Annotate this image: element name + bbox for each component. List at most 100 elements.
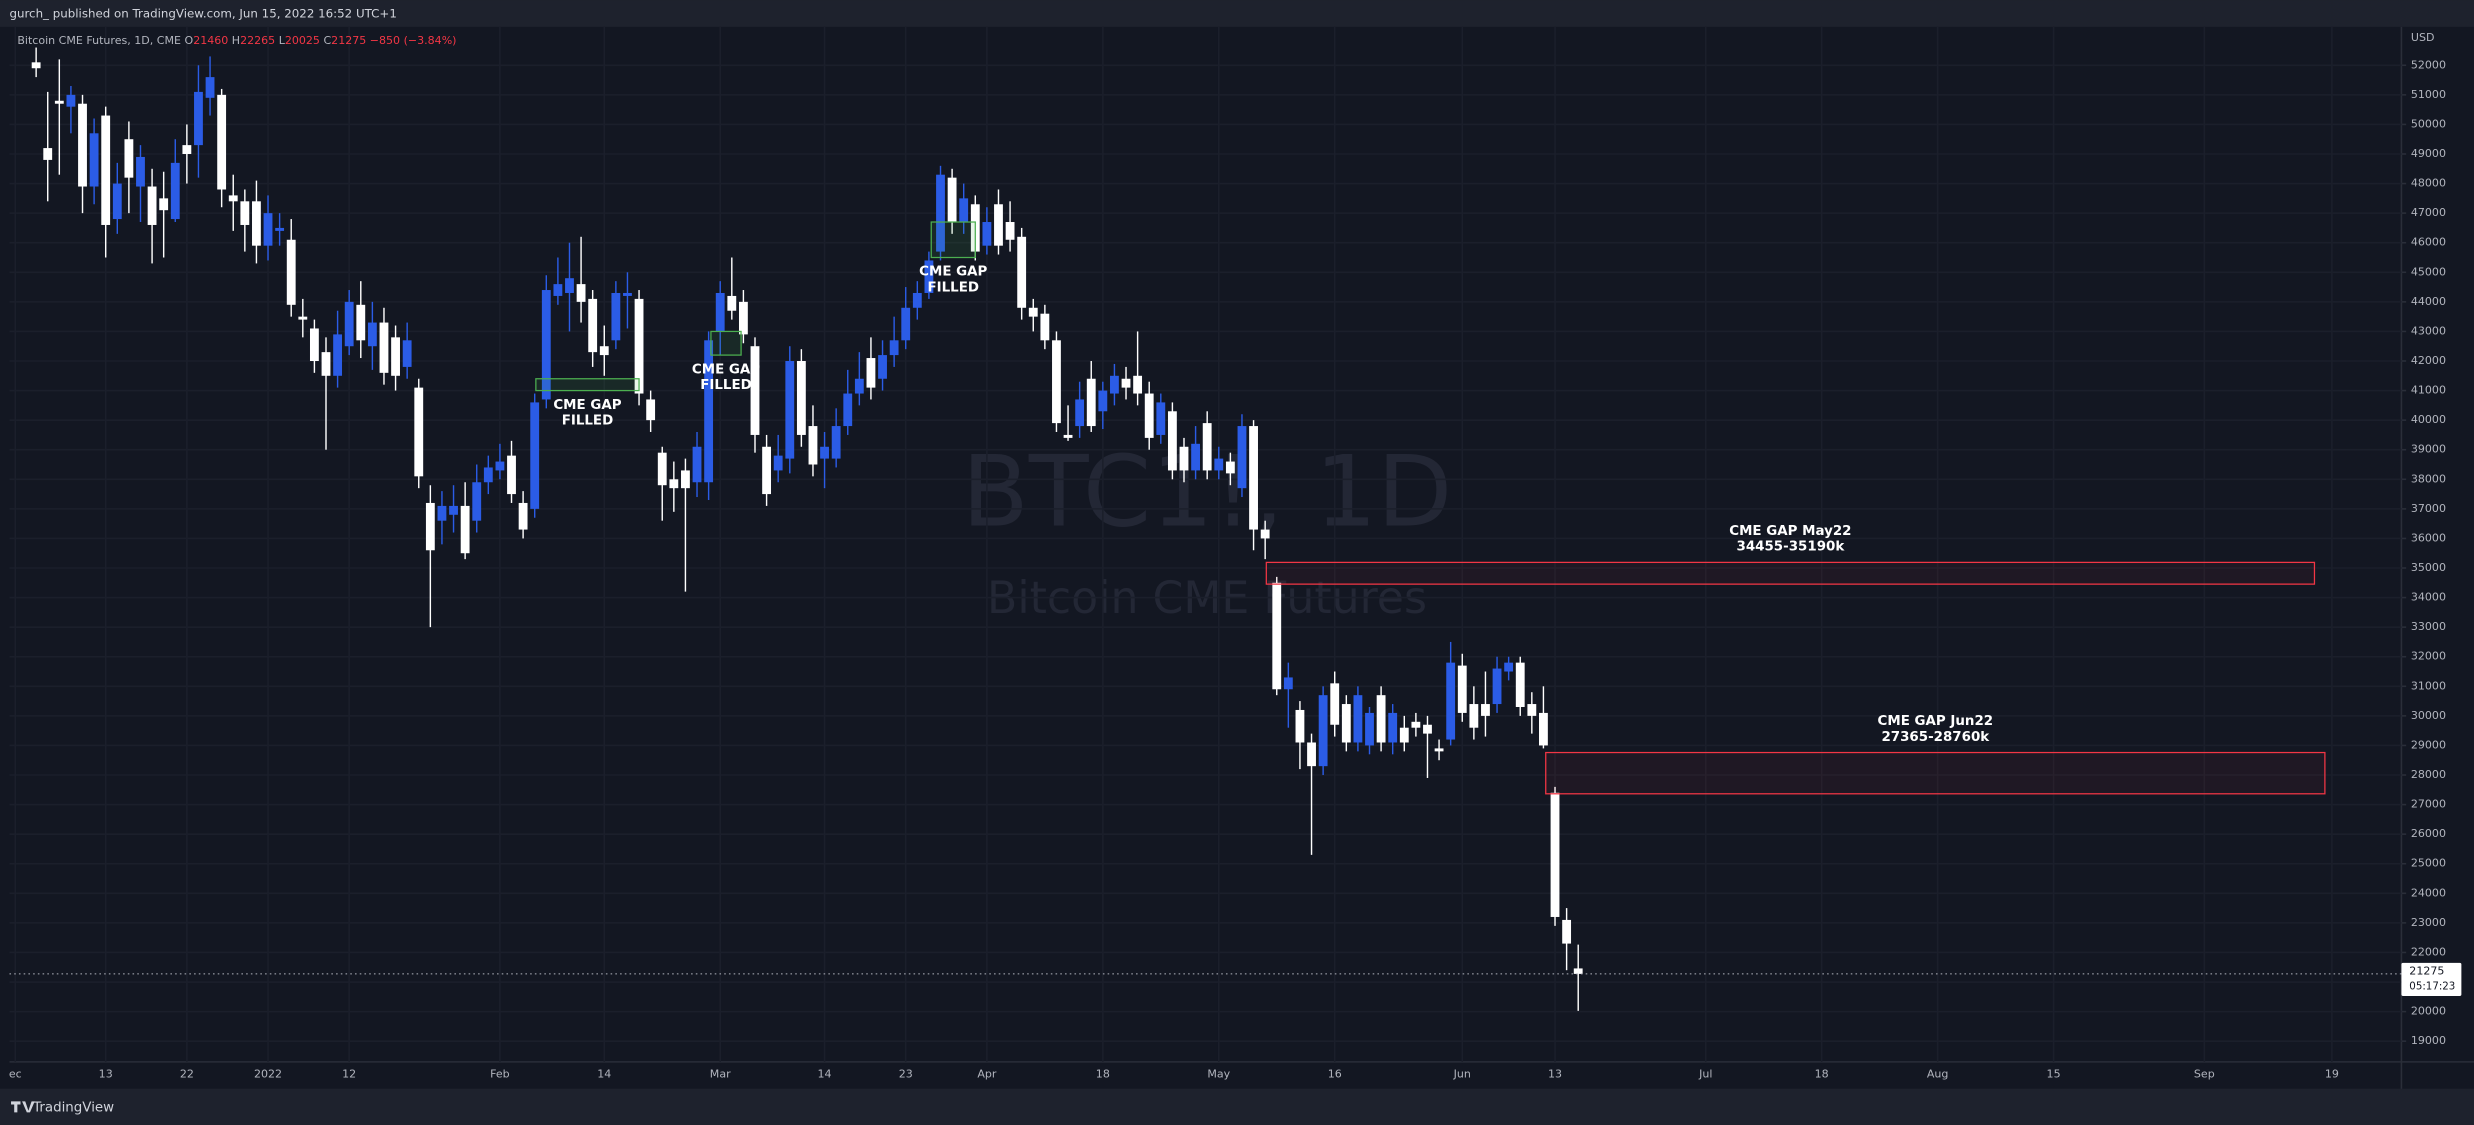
- legend-change: −850 (−3.84%): [370, 34, 457, 47]
- zone-title: CME GAP: [919, 265, 987, 280]
- candle-body: [657, 452, 667, 486]
- y-tick-label: 42000: [2411, 354, 2446, 367]
- candle-body: [1191, 443, 1201, 471]
- candle-body: [750, 346, 760, 435]
- candle-body: [1365, 712, 1374, 746]
- candle-body: [1144, 393, 1154, 438]
- candle-body: [820, 446, 829, 459]
- candle-body: [565, 278, 574, 293]
- candle-body: [472, 482, 482, 521]
- x-tick-label: May: [1207, 1067, 1230, 1080]
- candle-body: [530, 402, 540, 509]
- candle-body: [1005, 222, 1015, 240]
- candle-body: [785, 361, 795, 459]
- gap-zone: [930, 221, 976, 259]
- y-tick-label: 28000: [2411, 768, 2446, 781]
- x-tick-label: Apr: [977, 1067, 997, 1080]
- candle-body: [170, 162, 180, 220]
- candle-body: [321, 352, 331, 376]
- candle-body: [124, 139, 134, 178]
- candle-body: [1075, 399, 1085, 427]
- last-price-label: 21275: [2409, 965, 2444, 978]
- x-tick-label: 12: [342, 1067, 356, 1080]
- candle-body: [704, 340, 714, 483]
- candle-body: [1515, 662, 1525, 708]
- candle-body: [947, 177, 957, 223]
- y-tick-label: 19000: [2411, 1034, 2446, 1047]
- candle-body: [1179, 446, 1189, 471]
- y-tick-label: 50000: [2411, 117, 2446, 130]
- candle-body: [831, 426, 841, 459]
- candle-body: [182, 145, 192, 154]
- y-tick-label: 25000: [2411, 857, 2446, 870]
- candle-body: [1110, 375, 1119, 394]
- candle-body: [541, 290, 551, 400]
- plot: [9, 26, 2402, 1062]
- candle-body: [588, 298, 598, 353]
- candle-body: [623, 292, 632, 296]
- candle-body: [727, 295, 737, 311]
- candle-body: [1573, 968, 1583, 974]
- zone-title: CME GAP Jun22: [1878, 714, 1994, 729]
- zone-title: CME GAP: [692, 362, 760, 377]
- candle-body: [367, 322, 377, 347]
- candle-body: [1052, 340, 1061, 424]
- candle-body: [240, 201, 250, 225]
- candle-body: [1341, 704, 1351, 743]
- y-tick-label: 27000: [2411, 798, 2446, 811]
- candle-body: [356, 304, 366, 341]
- x-tick-label: 19: [2325, 1067, 2339, 1080]
- candle-body: [1063, 434, 1073, 438]
- candle-body: [78, 103, 87, 187]
- gap-zone: [1545, 751, 2326, 795]
- candle-body: [959, 198, 969, 223]
- candle-body: [692, 446, 702, 483]
- x-tick-label: 14: [818, 1067, 832, 1080]
- zone-title: CME GAP: [553, 398, 621, 413]
- zone-title: CME GAP May22: [1729, 524, 1851, 539]
- gap-zone: [535, 378, 640, 392]
- candle-body: [1318, 695, 1328, 767]
- candle-body: [31, 62, 41, 69]
- candle-body: [762, 446, 772, 495]
- y-tick-label: 29000: [2411, 738, 2446, 751]
- candle-body: [518, 502, 528, 530]
- candle-body: [599, 346, 609, 356]
- y-tick-label: 41000: [2411, 384, 2446, 397]
- legend-low-label: L: [279, 34, 286, 47]
- zone-subtitle: FILLED: [700, 378, 752, 393]
- candle-body: [1411, 721, 1421, 728]
- x-tick-label: 18: [1815, 1067, 1829, 1080]
- candle-body: [1156, 402, 1166, 435]
- x-tick-label: ec: [9, 1067, 22, 1080]
- candle-body: [796, 361, 806, 435]
- candle-body: [54, 100, 64, 104]
- legend-open-label: O: [185, 34, 194, 47]
- x-tick-label: 13: [99, 1067, 113, 1080]
- candle-body: [843, 393, 853, 427]
- candle-body: [982, 222, 992, 246]
- candle-body: [1376, 695, 1386, 743]
- y-tick-label: 34000: [2411, 591, 2446, 604]
- legend-high: 22265: [240, 34, 275, 47]
- footer-bar: [0, 1088, 2474, 1125]
- x-tick-label: 18: [1096, 1067, 1110, 1080]
- candle-body: [1202, 423, 1212, 471]
- candle-body: [889, 340, 899, 356]
- candle-body: [1550, 792, 1560, 917]
- candle-body: [808, 426, 818, 465]
- candle-body: [391, 337, 400, 376]
- candle-body: [66, 94, 76, 107]
- candle-body: [1283, 677, 1293, 690]
- legend-high-label: H: [232, 34, 240, 47]
- candle-body: [252, 201, 261, 246]
- x-tick-label: Feb: [490, 1067, 510, 1080]
- candle-body: [298, 316, 308, 320]
- legend-close-label: C: [323, 34, 331, 47]
- candle-body: [878, 355, 887, 379]
- candle-body: [1086, 378, 1096, 427]
- brand: TradingView: [32, 1101, 114, 1116]
- y-tick-label: 32000: [2411, 650, 2446, 663]
- candle-body: [1330, 683, 1340, 725]
